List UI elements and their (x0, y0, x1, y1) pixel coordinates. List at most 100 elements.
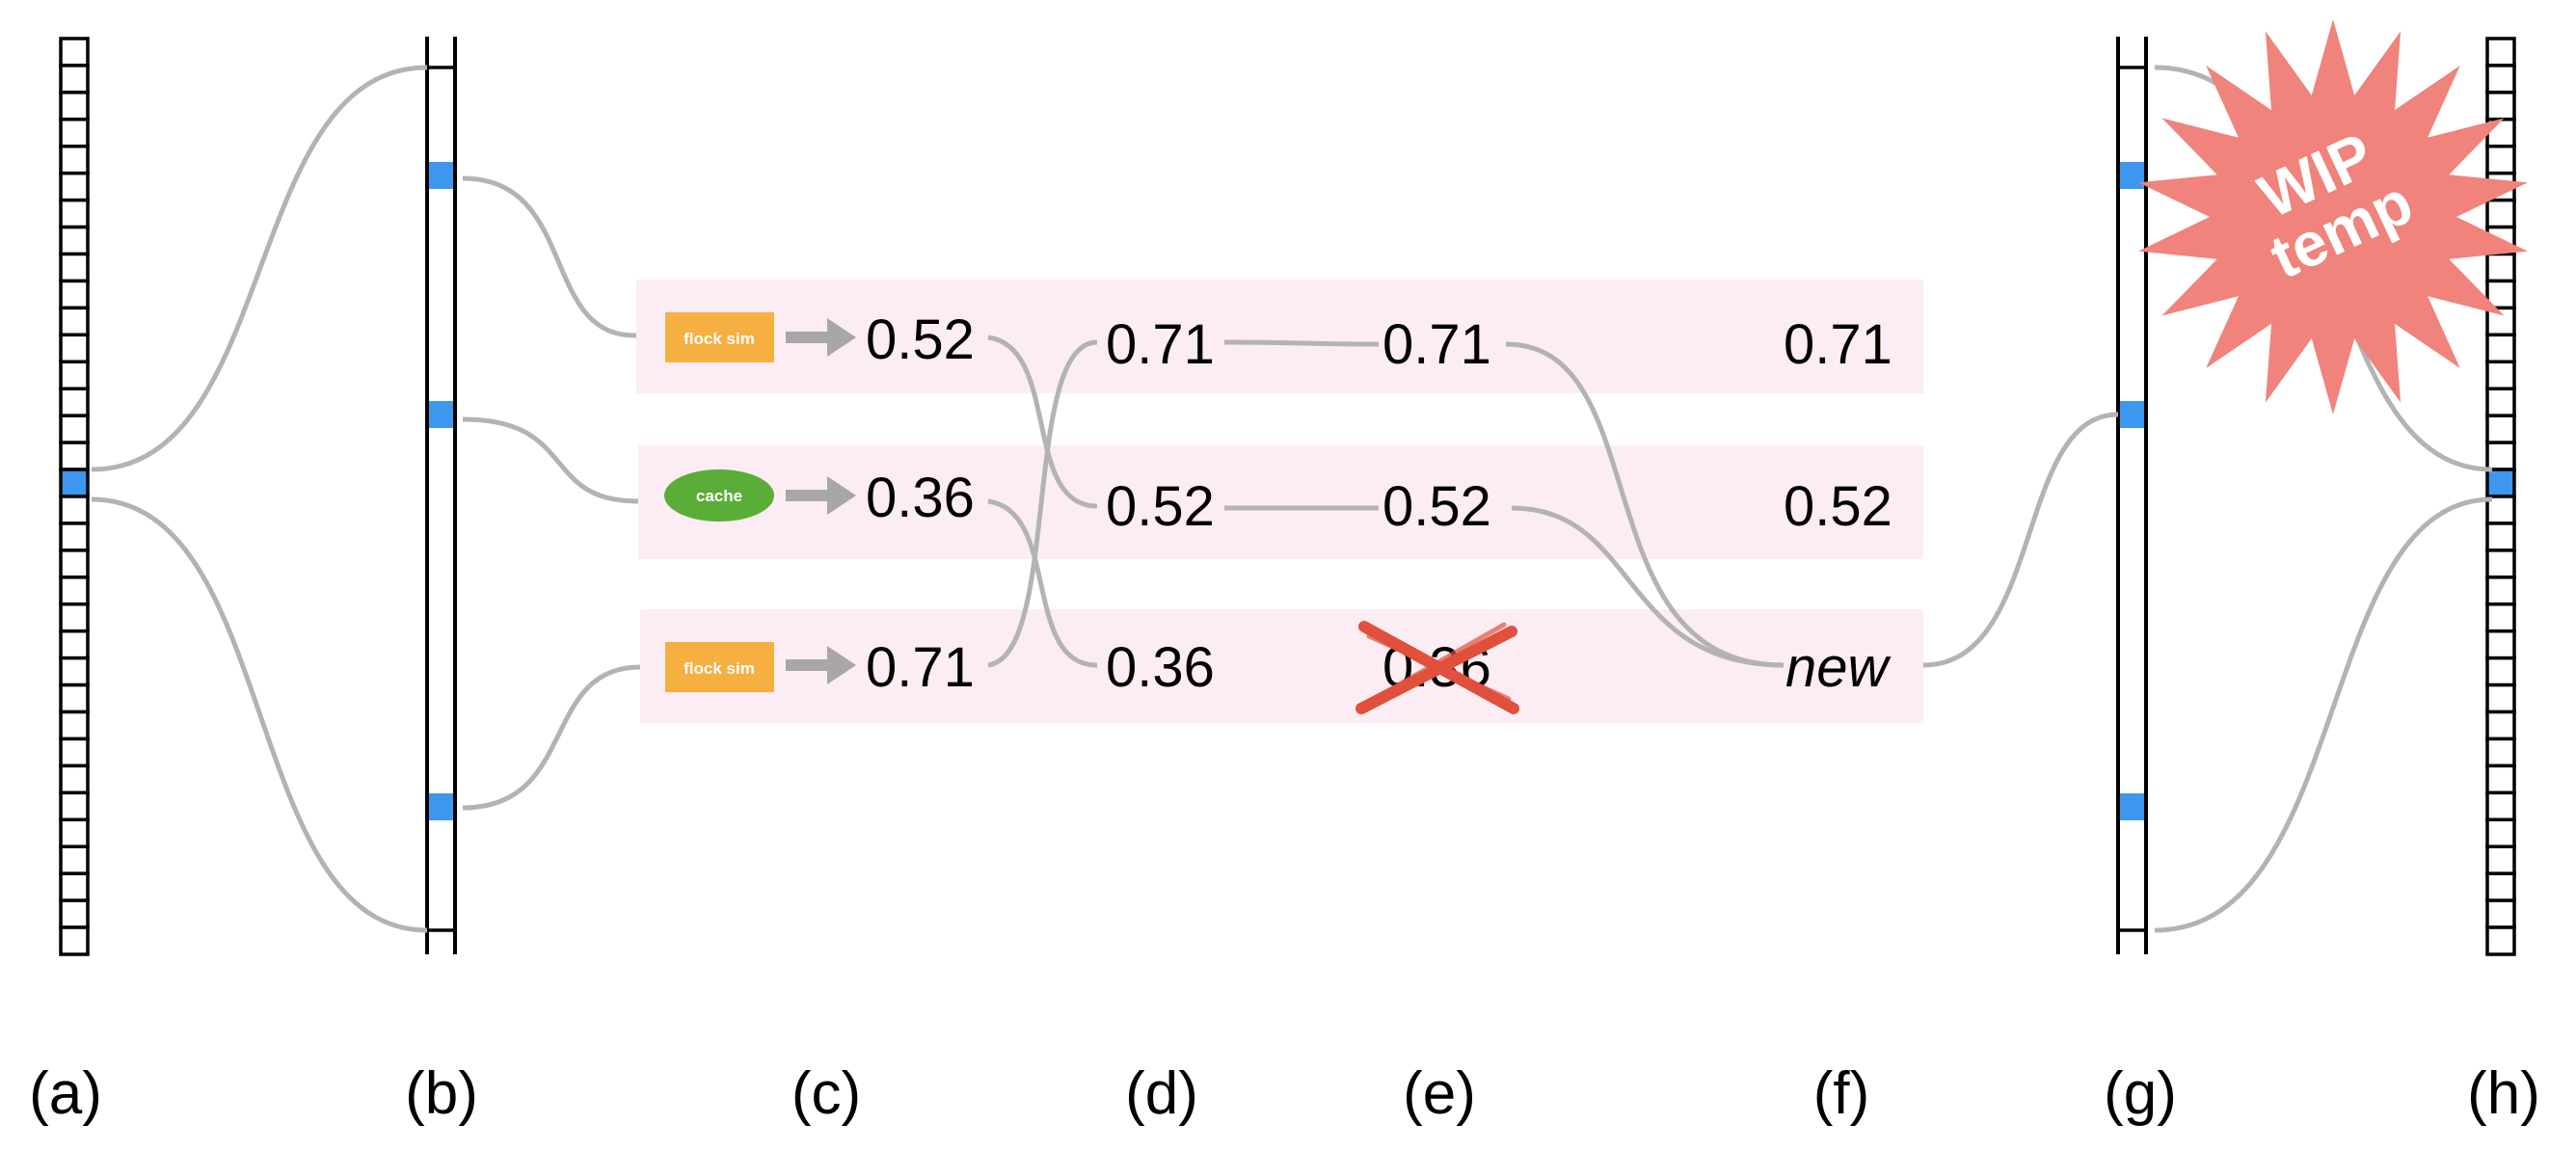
value-c1: 0.52 (866, 308, 975, 371)
slot (2485, 198, 2516, 229)
value-c3: 0.71 (866, 636, 975, 699)
slot (2485, 844, 2516, 875)
slot (59, 495, 90, 525)
slot (2485, 898, 2516, 929)
slot (59, 602, 90, 633)
slot (2485, 64, 2516, 94)
slot (2485, 360, 2516, 390)
value-f2: 0.52 (1784, 475, 1892, 538)
curve-new-g (1922, 412, 2119, 668)
slot (59, 64, 90, 94)
slot (2485, 333, 2516, 364)
panel-label-d: (d) (1125, 1060, 1198, 1127)
row-band-2 (638, 445, 1923, 559)
chip-label: flock sim (684, 330, 755, 348)
curve-e2-new (1511, 505, 1784, 668)
value-f3-new: new (1785, 636, 1892, 699)
panel-label-h: (h) (2467, 1060, 2540, 1127)
slot (59, 279, 90, 310)
slot (2485, 522, 2516, 552)
slot (59, 37, 90, 67)
slot-column-b (425, 37, 457, 954)
flock-sim-chip-1: flock sim (665, 312, 774, 362)
slot (59, 252, 90, 283)
slot (59, 387, 90, 417)
slot (59, 656, 90, 687)
slot (59, 817, 90, 848)
slot (59, 118, 90, 148)
slot (2485, 387, 2516, 417)
slot (2485, 602, 2516, 633)
slot-highlighted (2485, 468, 2516, 498)
slot-highlighted (59, 468, 90, 498)
slot (2485, 37, 2516, 67)
value-e2: 0.52 (1382, 475, 1491, 538)
curve-a-b-top (91, 65, 428, 472)
arrow-row-2 (786, 476, 856, 515)
removed-cross-mark (1355, 621, 1519, 714)
curve-b-row3 (462, 664, 641, 811)
value-d1: 0.71 (1106, 313, 1215, 376)
slot (59, 683, 90, 714)
slot (59, 925, 90, 956)
slot (59, 871, 90, 902)
slot (2485, 683, 2516, 714)
curve-b-row2 (462, 416, 639, 504)
slot (59, 549, 90, 579)
arrow-row-3 (786, 646, 856, 684)
flock-sim-chip-2: flock sim (665, 642, 774, 692)
slot (2485, 790, 2516, 822)
slot (2485, 871, 2516, 902)
slot-column-a (59, 37, 90, 956)
slot-column-h (2485, 37, 2516, 956)
panel-label-g: (g) (2104, 1060, 2177, 1127)
panel-label-e: (e) (1403, 1060, 1476, 1127)
slot (2485, 656, 2516, 687)
curve-e1-new (1505, 341, 1784, 668)
cache-chip: cache (664, 469, 774, 522)
slot (2485, 145, 2516, 175)
slot (2485, 91, 2516, 121)
value-f1: 0.71 (1784, 313, 1892, 376)
curve-c3-d1 (987, 339, 1098, 668)
curve-a-b-bottom (91, 496, 428, 933)
rail-marker (429, 793, 453, 820)
slot (59, 306, 90, 337)
slot (2485, 252, 2516, 283)
slot (59, 736, 90, 768)
slot (59, 171, 90, 202)
slot (59, 414, 90, 444)
panel-label-c: (c) (792, 1060, 861, 1127)
rail-marker (2120, 162, 2144, 189)
slot (59, 576, 90, 606)
curve-c2-d3 (987, 498, 1098, 668)
slot (59, 360, 90, 390)
wip-starburst-stamp: WIP temp (2138, 19, 2528, 415)
value-c2: 0.36 (866, 467, 975, 529)
slot (2485, 576, 2516, 606)
arrow-row-1 (786, 318, 856, 357)
chip-label: cache (696, 487, 742, 505)
panel-label-a: (a) (29, 1060, 102, 1127)
slot (2485, 736, 2516, 768)
slot (59, 145, 90, 175)
slot (2485, 629, 2516, 660)
slot (2485, 925, 2516, 956)
slot (59, 844, 90, 875)
curve-b-row1 (462, 175, 637, 338)
value-d2: 0.52 (1106, 475, 1215, 538)
slot (59, 790, 90, 822)
slot (59, 522, 90, 552)
slot (59, 629, 90, 660)
slot (59, 441, 90, 471)
slot (59, 709, 90, 741)
slot (2485, 549, 2516, 579)
slot (59, 333, 90, 364)
curve-d1-e1 (1223, 339, 1380, 347)
value-e1: 0.71 (1382, 313, 1491, 376)
slot (59, 91, 90, 121)
slot (2485, 441, 2516, 471)
rail-marker (2120, 793, 2144, 820)
panel-label-f: (f) (1813, 1060, 1870, 1127)
